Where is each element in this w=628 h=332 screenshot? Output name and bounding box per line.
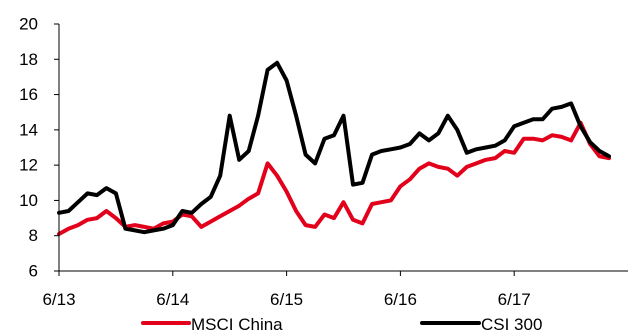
y-tick-label: 12 — [19, 156, 38, 175]
y-tick-label: 20 — [19, 15, 38, 34]
y-tick-label: 6 — [29, 262, 38, 281]
x-tick-label: 6/15 — [270, 290, 303, 309]
series-line-csi-300 — [57, 60, 611, 235]
x-axis: 6/13 6/14 6/15 6/16 6/17 — [42, 270, 628, 309]
y-tick-label: 16 — [19, 85, 38, 104]
y-tick-label: 18 — [19, 50, 38, 69]
series-lines — [57, 60, 611, 236]
chart-legend: MSCI China CSI 300 — [141, 315, 542, 332]
x-tick-label: 6/16 — [384, 290, 417, 309]
x-tick-label: 6/13 — [42, 290, 75, 309]
series-line-msci-china — [57, 120, 611, 236]
x-tick-label: 6/17 — [498, 290, 531, 309]
legend-label-csi-300: CSI 300 — [481, 315, 542, 332]
y-tick-labels: 6 8 10 12 14 16 18 20 — [19, 15, 59, 281]
plot-area — [57, 60, 611, 236]
legend-label-msci-china: MSCI China — [191, 315, 283, 332]
y-axis: 6 8 10 12 14 16 18 20 — [19, 15, 60, 281]
x-tick-labels: 6/13 6/14 6/15 6/16 6/17 — [42, 271, 531, 309]
y-tick-label: 8 — [29, 226, 38, 245]
x-tick-label: 6/14 — [156, 290, 189, 309]
y-tick-label: 10 — [19, 191, 38, 210]
y-tick-label: 14 — [19, 120, 38, 139]
